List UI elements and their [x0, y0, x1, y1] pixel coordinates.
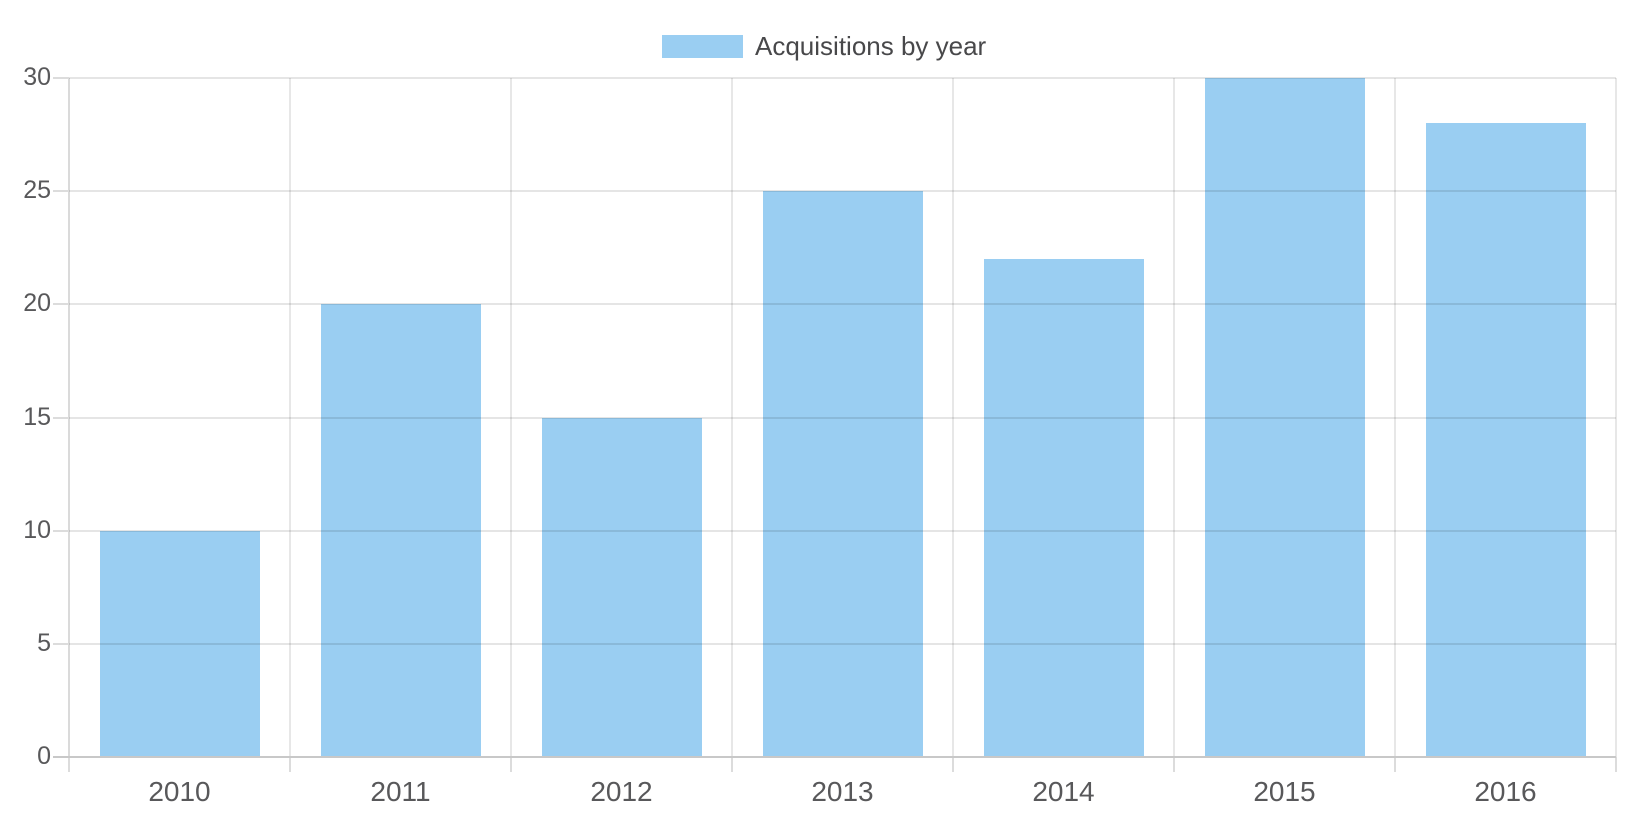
x-axis-label: 2010 — [148, 776, 211, 807]
y-axis-tick — [53, 529, 69, 532]
x-axis-tick — [952, 757, 954, 772]
vertical-gridline — [68, 78, 70, 757]
x-axis-tick — [1173, 757, 1175, 772]
x-axis-tick — [510, 757, 512, 772]
horizontal-gridline — [69, 77, 1616, 79]
vertical-gridline — [952, 78, 954, 757]
y-axis-tick — [53, 416, 69, 419]
y-axis-label: 15 — [23, 402, 51, 431]
horizontal-gridline — [69, 416, 1616, 419]
x-axis-label: 2012 — [590, 776, 653, 807]
y-axis-label: 30 — [23, 63, 51, 91]
vertical-gridline — [1173, 78, 1175, 757]
horizontal-gridline — [69, 303, 1616, 306]
y-axis-tick — [53, 756, 69, 758]
bar-2014[interactable] — [983, 259, 1144, 757]
y-axis-tick — [53, 303, 69, 306]
x-axis-tick — [68, 757, 70, 772]
bar-2016[interactable] — [1425, 123, 1586, 757]
horizontal-gridline — [69, 190, 1616, 193]
x-axis-label: 2014 — [1032, 776, 1095, 807]
bar-2015[interactable] — [1204, 78, 1365, 757]
x-axis-tick — [289, 757, 291, 772]
x-axis-tick — [1394, 757, 1396, 772]
legend-item[interactable]: Acquisitions by year — [662, 28, 986, 64]
y-axis-tick — [53, 642, 69, 645]
x-axis-line — [69, 756, 1616, 758]
horizontal-gridline — [69, 529, 1616, 532]
x-axis-label: 2016 — [1474, 776, 1537, 807]
vertical-gridline — [510, 78, 512, 757]
vertical-gridline — [1394, 78, 1396, 757]
bar-2013[interactable] — [762, 191, 923, 757]
vertical-gridline — [1615, 78, 1617, 757]
y-axis-label: 10 — [23, 515, 51, 544]
y-axis-tick — [53, 77, 69, 79]
x-axis-label: 2013 — [811, 776, 874, 807]
vertical-gridline — [731, 78, 733, 757]
y-axis-tick — [53, 190, 69, 193]
y-axis-label: 25 — [23, 176, 51, 205]
horizontal-gridline — [69, 642, 1616, 645]
y-axis-label: 5 — [37, 628, 51, 657]
y-axis-label: 0 — [37, 742, 51, 770]
legend-label: Acquisitions by year — [755, 31, 987, 61]
legend-swatch — [662, 34, 743, 58]
x-axis-tick — [731, 757, 733, 772]
y-axis-label: 20 — [23, 289, 51, 318]
x-axis-tick — [1615, 757, 1617, 772]
x-axis-label: 2011 — [370, 776, 431, 807]
bar-2011[interactable] — [320, 304, 481, 757]
bar-2010[interactable] — [99, 530, 260, 757]
vertical-gridline — [289, 78, 291, 757]
bar-2012[interactable] — [541, 417, 702, 757]
x-axis-label: 2015 — [1253, 776, 1316, 807]
